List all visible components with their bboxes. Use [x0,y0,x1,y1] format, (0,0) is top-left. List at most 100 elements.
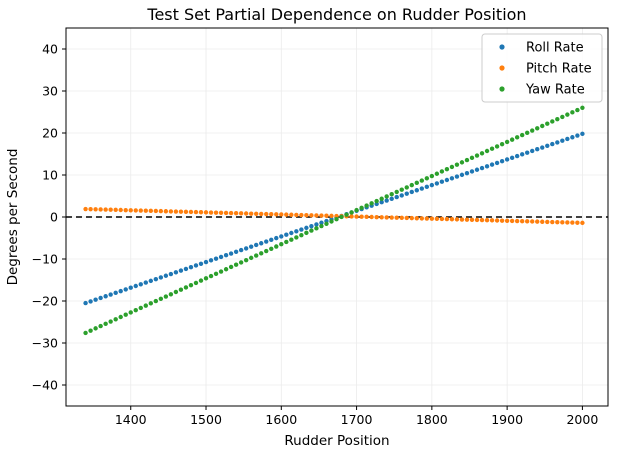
legend: Roll Rate Pitch Rate Yaw Rate [481,33,603,103]
data-point [504,157,510,162]
data-point [570,135,575,140]
data-point [565,112,570,117]
data-point [118,314,123,320]
data-point [519,132,525,138]
data-point [163,209,169,214]
data-point [319,213,324,218]
data-point [449,217,455,222]
data-point [489,162,495,167]
data-point [479,151,485,156]
data-point [304,212,309,218]
data-point [294,235,299,240]
data-point [213,256,219,261]
data-point [123,287,128,292]
data-point [349,214,354,219]
data-point [389,192,394,197]
data-point [384,215,389,220]
y-tick-label: −10 [32,252,58,267]
data-point [439,179,445,184]
data-point [429,173,435,179]
legend-marker [499,44,505,50]
data-point [535,126,540,131]
data-point [203,210,209,215]
data-point [494,218,500,223]
data-point [399,187,404,192]
data-point [424,216,430,221]
data-point [269,246,274,251]
data-point [193,209,199,215]
data-point [243,211,249,216]
data-point [198,210,204,215]
y-axis-label: Degrees per Second [5,149,21,286]
data-point [274,235,279,241]
y-tick-label: 20 [42,126,58,141]
data-point [238,260,244,265]
chart-title: Test Set Partial Dependence on Rudder Po… [146,5,526,24]
data-point [193,280,199,286]
data-point [238,211,244,216]
legend-box [481,33,603,103]
y-tick-label: −40 [32,378,58,393]
data-point [479,165,485,171]
data-point [464,157,470,163]
series-yaw-rate [83,105,585,336]
data-point [218,269,224,274]
data-point [83,330,88,336]
data-point [439,169,445,174]
data-point [504,218,510,223]
data-point [254,242,259,248]
data-point [213,210,219,215]
data-point [575,133,580,138]
legend-label: Pitch Rate [526,62,592,77]
data-point [218,254,224,260]
data-point [469,217,475,222]
data-point [309,213,314,218]
data-point [404,185,409,190]
data-point [93,297,98,302]
data-point [279,242,284,247]
data-point [143,303,148,308]
series-pitch-rate [83,206,585,226]
data-point [103,294,108,299]
data-point [359,214,364,219]
x-tick-label: 1500 [190,412,222,427]
data-point [289,237,294,242]
data-point [394,215,399,220]
data-point [279,234,284,239]
data-point [243,257,249,263]
data-point [183,266,189,272]
data-point [248,211,254,216]
data-point [525,150,530,155]
data-point [128,310,133,315]
data-point [259,251,264,256]
data-point [509,155,515,160]
data-point [509,137,515,142]
data-point [133,208,138,213]
data-point [499,158,505,164]
data-point [243,246,249,251]
data-point [228,210,234,216]
data-point [83,300,88,306]
data-point [299,227,304,232]
data-point [364,214,369,220]
data-point [143,280,148,285]
data-point [329,213,334,219]
data-point [540,219,545,224]
data-point [168,292,174,297]
data-point [314,213,319,218]
data-point [424,176,430,181]
data-point [369,201,374,206]
data-point [444,177,450,183]
data-point [178,268,184,273]
data-point [208,210,214,215]
data-point [494,144,500,149]
data-point [218,210,224,215]
data-point [168,271,174,277]
data-point [188,282,194,288]
y-tick-label: −30 [32,336,58,351]
data-point [535,147,540,152]
x-tick-label: 1400 [115,412,147,427]
data-point [88,328,93,333]
data-point [409,215,414,221]
data-point [369,214,374,220]
